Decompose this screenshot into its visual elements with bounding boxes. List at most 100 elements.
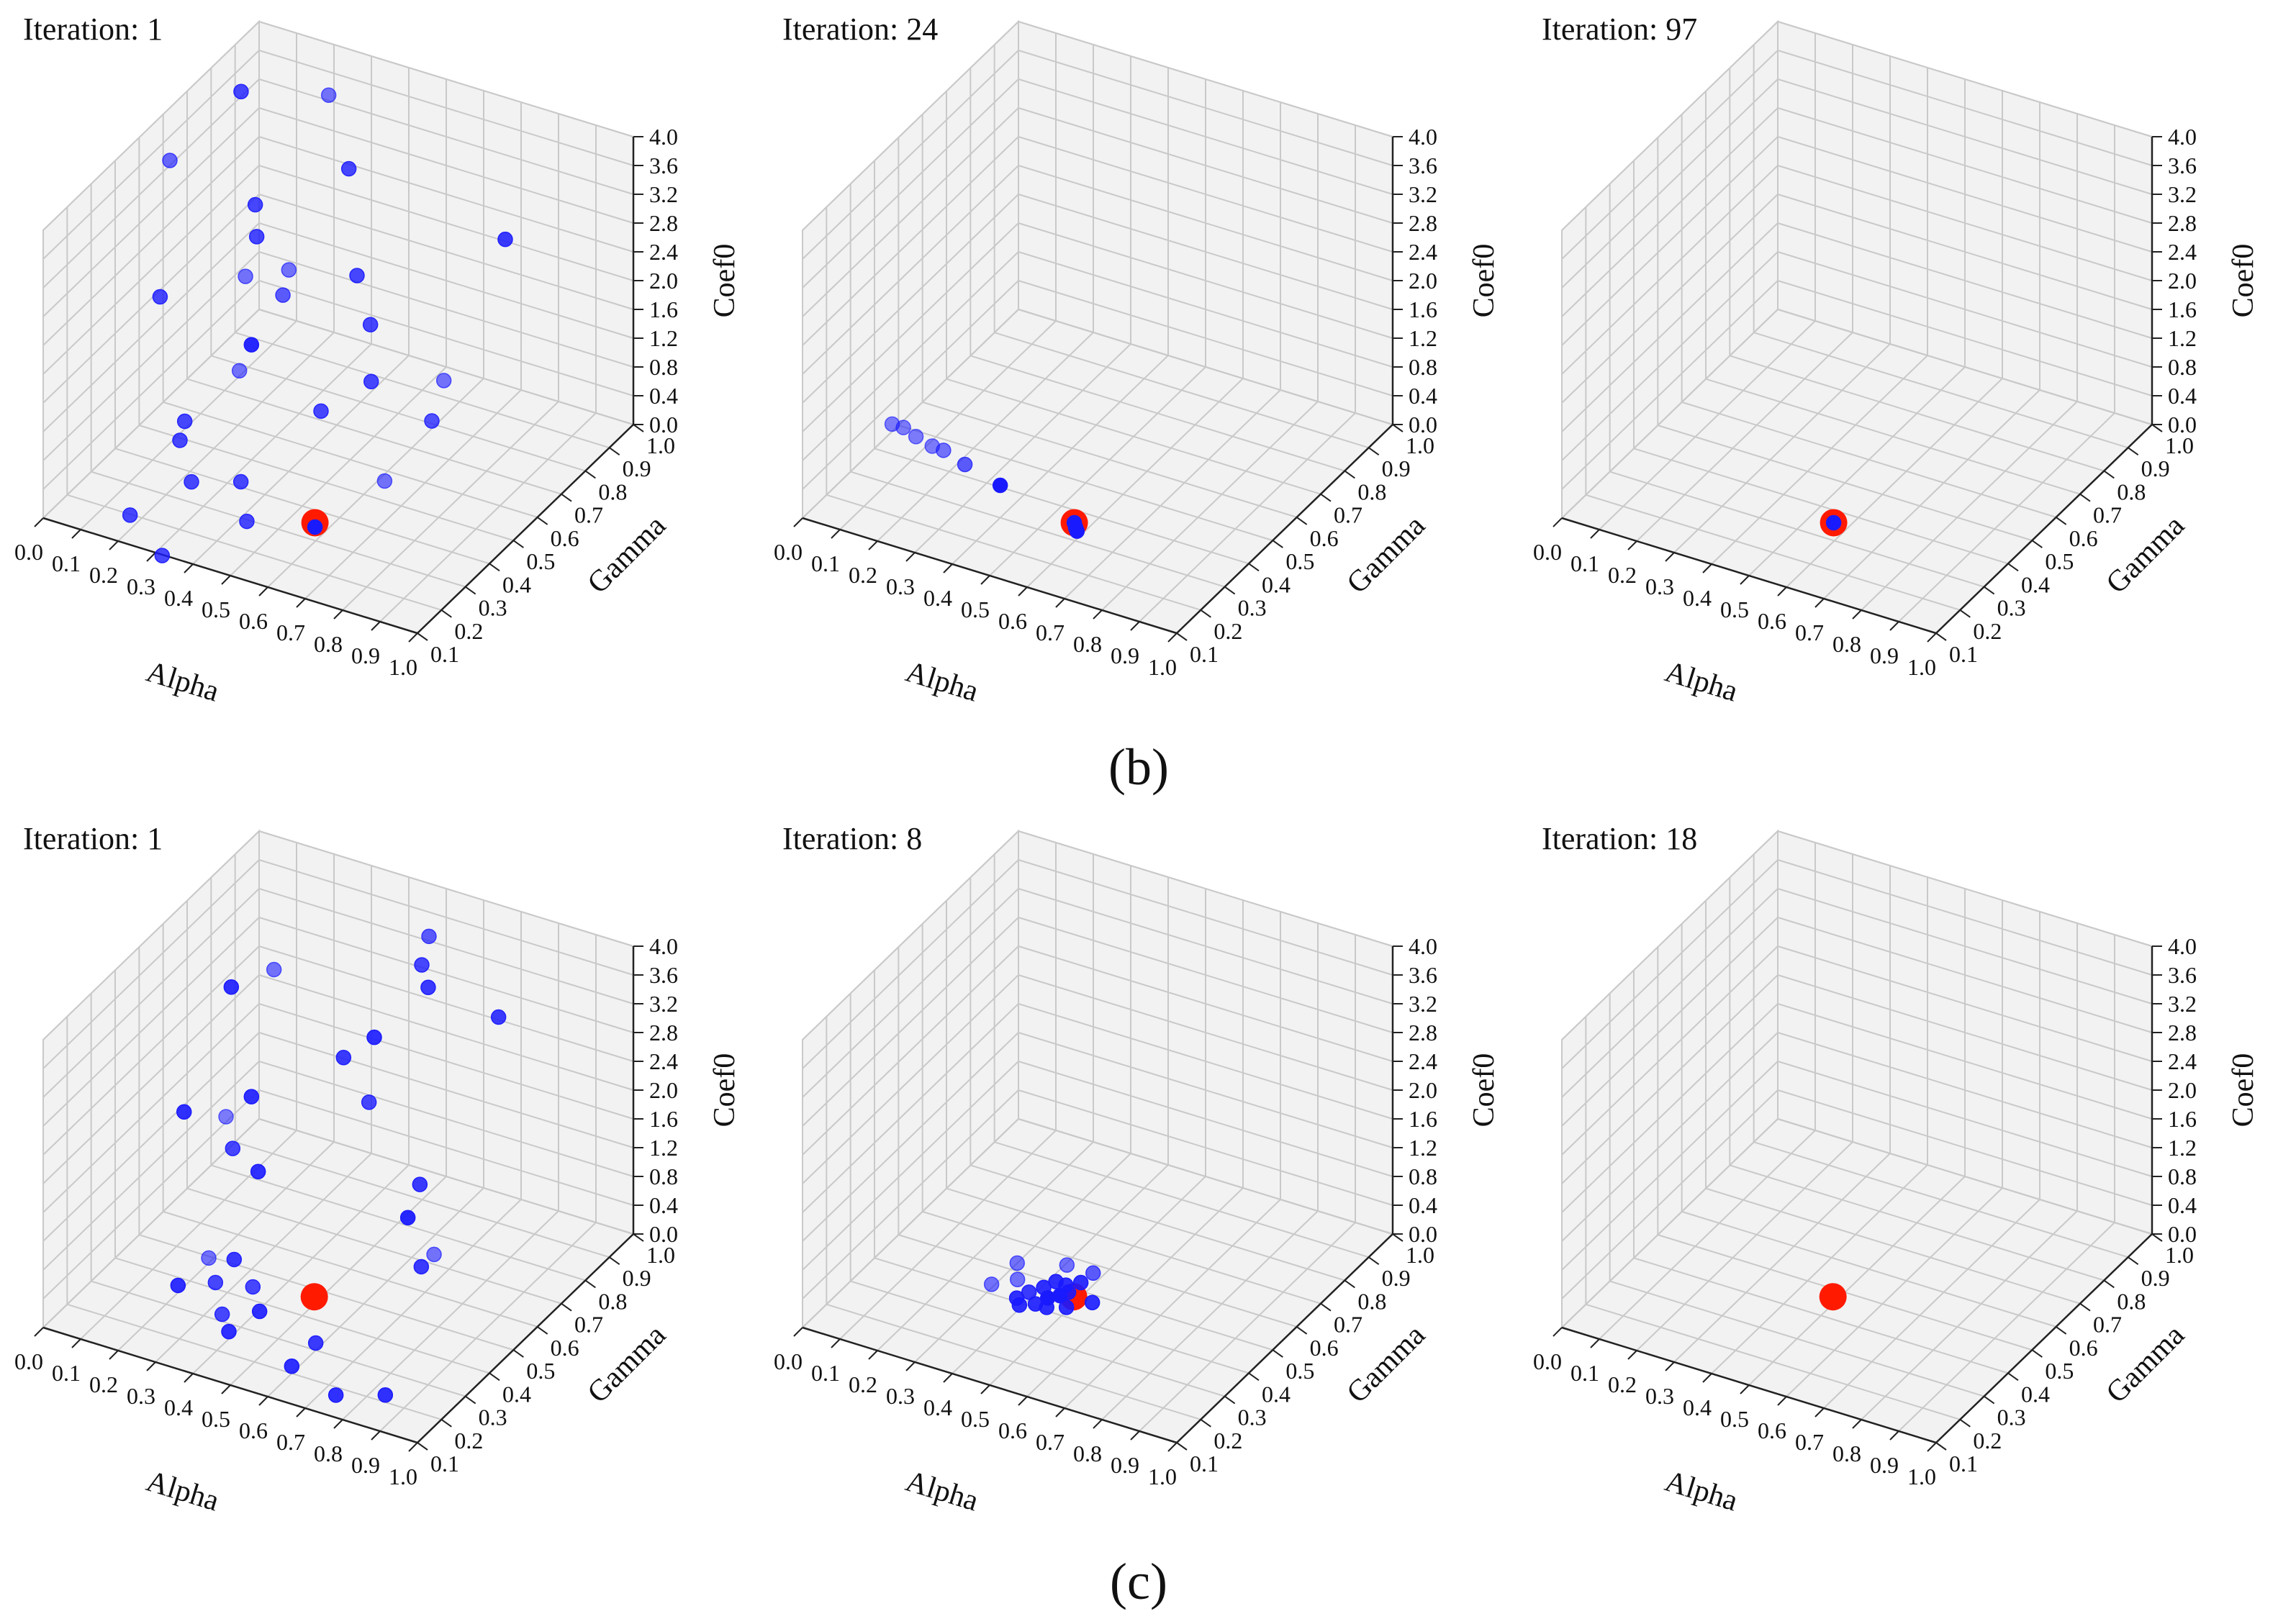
x-tick-mark (296, 1407, 306, 1417)
data-point (426, 1246, 442, 1263)
x-tick-label: 1.0 (1148, 1464, 1177, 1489)
z-tick-label: 2.8 (1409, 1020, 1437, 1045)
z-tick-label: 0.4 (2168, 1192, 2197, 1218)
x-tick-label: 0.3 (127, 573, 155, 599)
data-point (243, 337, 260, 353)
grid-lines (42, 830, 634, 1443)
panel-label-b: (b) (1108, 738, 1169, 796)
x-tick-mark (296, 598, 306, 608)
x-tick-mark (831, 1338, 841, 1348)
x-tick-mark (184, 1373, 194, 1383)
chart-title: Iteration: 18 (1542, 821, 1697, 856)
data-point (361, 1094, 377, 1110)
x-tick-mark (1093, 609, 1103, 620)
y-tick-mark (633, 1233, 644, 1242)
y-tick-mark (512, 540, 524, 548)
data-point (214, 1306, 230, 1323)
z-tick-label: 1.6 (2168, 296, 2197, 322)
y-tick-mark (1959, 1418, 1971, 1428)
y-tick-label: 0.4 (1262, 1381, 1291, 1407)
x-tick-mark (1889, 1430, 1899, 1441)
x-tick-mark (1130, 621, 1140, 631)
x-tick-mark (184, 563, 194, 573)
y-tick-mark (1368, 1256, 1380, 1266)
y-axis-line (1935, 424, 2153, 634)
y-tick-mark (1248, 563, 1260, 572)
chart-panel-1: Iteration: 10.0 0.1 0.2 0.3 0.4 0.5 0.6 0.7 0.8 0… (14, 12, 741, 709)
y-tick-mark (2007, 563, 2019, 572)
x-tick-label: 0.8 (1073, 631, 1102, 657)
x-tick-label: 0.8 (314, 1441, 343, 1466)
x-tick-label: 0.2 (89, 562, 118, 588)
y-tick-label: 0.6 (1310, 525, 1339, 551)
x-tick-mark (71, 529, 81, 539)
x-tick-mark (221, 575, 231, 585)
x-tick-mark (34, 517, 44, 527)
x-tick-label: 0.5 (1720, 1406, 1749, 1432)
x-tick-label: 0.4 (1683, 1394, 1712, 1420)
best-point (1819, 1283, 1847, 1311)
z-tick-label: 3.2 (649, 181, 678, 207)
y-tick-label: 0.1 (1949, 1451, 1978, 1476)
x-tick-mark (868, 1350, 878, 1360)
x-tick-label: 0.5 (961, 1406, 990, 1432)
x-tick-label: 0.6 (998, 1417, 1027, 1443)
data-point (497, 231, 513, 248)
x-tick-label: 0.1 (52, 1360, 81, 1386)
z-tick-label: 2.4 (1409, 1048, 1437, 1074)
y-tick-mark (561, 1302, 572, 1312)
z-tick-label: 4.0 (2168, 124, 2197, 150)
y-tick-label: 0.1 (1190, 641, 1219, 667)
y-tick-label: 0.1 (1949, 641, 1978, 667)
data-point (412, 1176, 428, 1192)
data-point (1825, 514, 1842, 531)
data-point (1084, 1294, 1100, 1310)
data-point (424, 413, 440, 429)
data-point (226, 1251, 243, 1268)
data-point (245, 1279, 261, 1295)
chart-title: Iteration: 8 (782, 821, 922, 856)
y-tick-label: 0.8 (598, 478, 627, 504)
z-axis-label: Coef0 (708, 1053, 741, 1128)
data-point (983, 1276, 1000, 1292)
x-tick-mark (1130, 1430, 1140, 1441)
y-tick-mark (2056, 1326, 2067, 1335)
y-tick-label: 0.7 (2093, 1312, 2122, 1338)
data-point (1039, 1299, 1054, 1315)
y-tick-mark (417, 632, 428, 641)
chart-title: Iteration: 1 (23, 12, 163, 47)
y-tick-mark (1984, 586, 1995, 595)
z-tick-label: 0.0 (2168, 1221, 2197, 1247)
x-tick-label: 0.9 (1870, 1452, 1899, 1478)
x-tick-mark (1552, 1327, 1563, 1337)
x-tick-label: 0.4 (923, 585, 952, 611)
y-tick-mark (1176, 632, 1188, 641)
z-tick-label: 2.8 (2168, 1020, 2197, 1045)
y-tick-mark (1296, 1326, 1308, 1335)
x-tick-label: 0.3 (127, 1383, 155, 1409)
x-tick-label: 0.8 (1073, 1441, 1102, 1466)
chart-title: Iteration: 24 (782, 12, 938, 47)
z-tick-label: 2.0 (649, 268, 678, 294)
x-tick-mark (1590, 529, 1600, 539)
y-tick-label: 0.3 (1238, 595, 1267, 621)
x-tick-label: 1.0 (1907, 654, 1936, 680)
data-point (490, 1009, 507, 1025)
data-point (349, 268, 365, 283)
chart-panel-5: Iteration: 80.0 0.1 0.2 0.3 0.4 0.5 0.6 0.7 0.8 0… (774, 821, 1501, 1518)
x-tick-label: 0.7 (1795, 1429, 1824, 1455)
x-tick-label: 1.0 (1148, 654, 1177, 680)
z-tick-label: 0.0 (1409, 412, 1437, 437)
y-tick-label: 0.4 (1262, 571, 1291, 597)
data-point (377, 1387, 394, 1403)
x-tick-label: 0.1 (52, 550, 81, 576)
y-tick-label: 1.0 (1406, 1242, 1434, 1268)
z-axis-label: Coef0 (2227, 1053, 2260, 1128)
y-tick-mark (417, 1442, 428, 1451)
data-point (238, 268, 253, 284)
y-axis-line (1176, 424, 1393, 634)
data-point (307, 1335, 324, 1351)
y-axis-line (1176, 1233, 1393, 1443)
panel-label-c: (c) (1110, 1553, 1167, 1610)
z-tick-label: 3.6 (649, 153, 678, 178)
